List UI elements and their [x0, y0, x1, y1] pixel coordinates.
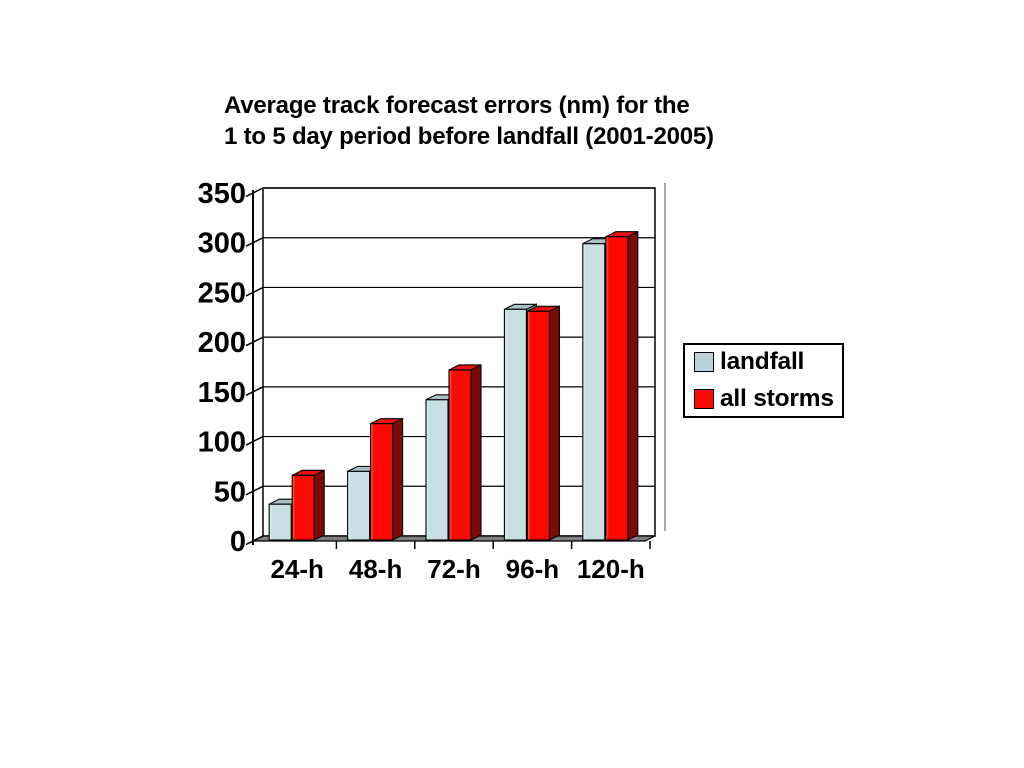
x-axis-label-96-h: 96-h [506, 554, 559, 584]
bar-all-storms-24-h-side [313, 469, 325, 541]
y-axis-label-300: 300 [198, 228, 246, 260]
y-axis-label-350: 350 [198, 178, 246, 210]
bar-all-storms-72-h [448, 369, 472, 541]
chart-title: Average track forecast errors (nm) for t… [224, 90, 714, 152]
y-axis-label-50: 50 [214, 476, 246, 508]
bar-landfall-48-h [347, 470, 371, 541]
y-axis-label-100: 100 [198, 427, 246, 459]
x-axis-label-24-h: 24-h [270, 554, 323, 584]
y-axis-tick [245, 435, 264, 446]
y-axis-tick [245, 286, 264, 297]
legend-item-landfall: landfall [694, 348, 842, 375]
x-axis-label-72-h: 72-h [427, 554, 480, 584]
y-axis-label-150: 150 [198, 377, 246, 409]
bar-landfall-120-h [582, 243, 606, 541]
bar-landfall-96-h [503, 308, 527, 541]
bar-all-storms-96-h [526, 310, 550, 541]
legend-label-all-storms: all storms [720, 384, 834, 412]
x-axis-label-120-h: 120-h [577, 554, 645, 584]
y-axis-label-200: 200 [198, 327, 246, 359]
bar-all-storms-24-h [291, 474, 315, 541]
y-axis-tick [245, 535, 264, 546]
y-axis-label-250: 250 [198, 277, 246, 309]
chart-title-line1: Average track forecast errors (nm) for t… [224, 92, 690, 119]
y-axis-tick [245, 187, 264, 198]
bar-all-storms-48-h-side [392, 417, 404, 541]
bar-all-storms-48-h [370, 423, 394, 541]
bar-all-storms-120-h [605, 236, 629, 541]
y-axis-tick [245, 237, 264, 247]
legend-swatch-landfall [694, 352, 714, 373]
bar-all-storms-72-h-side [470, 364, 482, 541]
y-axis-tick [245, 485, 264, 496]
bar-all-storms-96-h-side [548, 305, 560, 541]
legend-item-all-storms: all storms [694, 384, 842, 412]
legend-label-landfall: landfall [720, 348, 805, 375]
x-axis-label-48-h: 48-h [349, 554, 402, 584]
bar-all-storms-120-h-side [627, 230, 639, 541]
chart-legend: landfall all storms [683, 343, 844, 418]
chart-title-line2: 1 to 5 day period before landfall (2001-… [224, 123, 714, 150]
legend-swatch-all-storms [694, 388, 714, 409]
bar-landfall-24-h [268, 503, 292, 541]
y-axis-label-0: 0 [230, 526, 246, 558]
y-axis-tick [245, 386, 264, 397]
bar-landfall-72-h [425, 399, 449, 541]
y-axis-tick [245, 336, 264, 347]
